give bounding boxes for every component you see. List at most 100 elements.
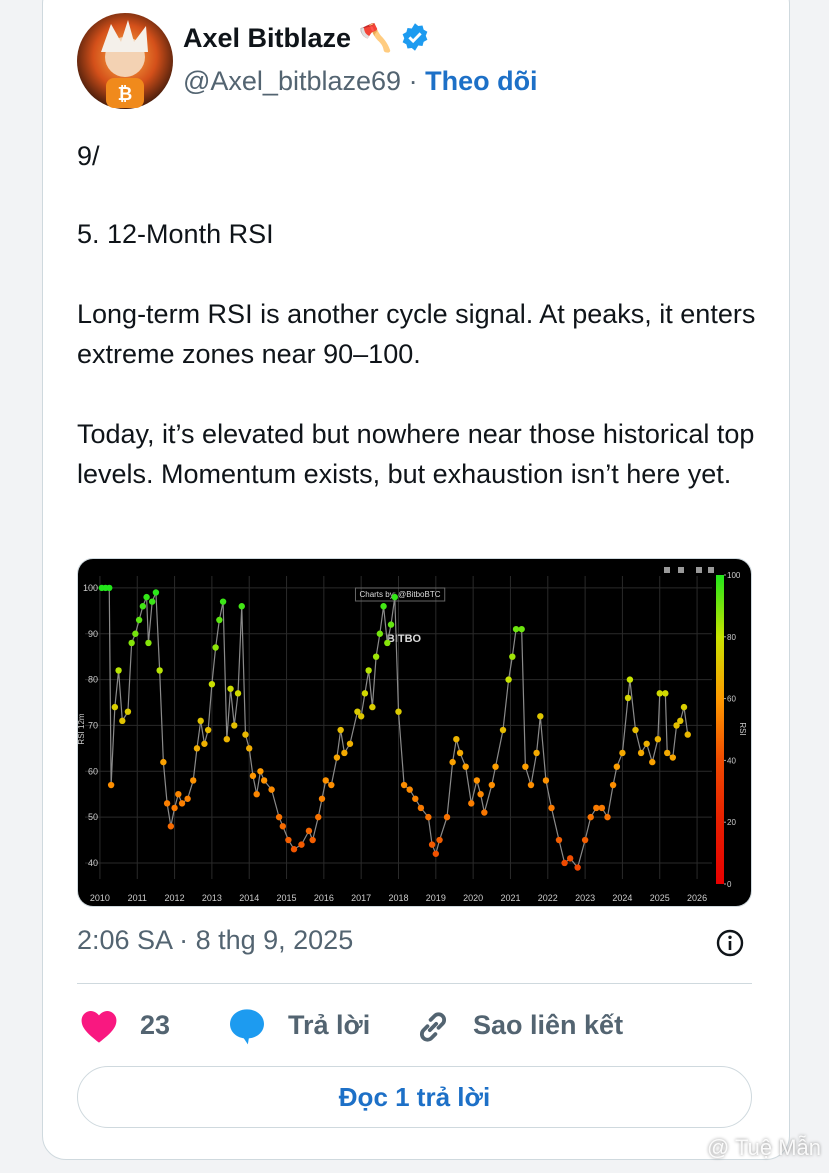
point [242,731,249,738]
info-icon[interactable] [716,929,744,957]
point [677,717,684,725]
point [626,676,634,683]
x-tick-label: 2015 [277,893,297,903]
point [354,708,361,715]
point [341,749,348,757]
reply-label[interactable]: Trả lời [288,1010,371,1040]
point [178,800,186,807]
separator: · [408,66,418,96]
point [574,864,581,871]
point [619,749,626,757]
point [328,781,335,789]
point [361,690,369,697]
point [673,722,680,729]
point [473,777,481,784]
point [391,593,398,601]
point [527,781,535,789]
point [212,644,219,651]
avatar[interactable]: ₿ [76,12,174,110]
colorbar-tick-label: 0 [727,880,732,889]
x-tick-label: 2010 [90,893,110,903]
point [119,717,126,725]
timestamp[interactable]: 2:06 SA · 8 thg 9, 2025 [77,925,354,955]
like-icon[interactable] [80,1008,118,1044]
point [197,717,204,725]
point [285,836,292,844]
point [163,800,171,807]
colorbar [716,575,724,884]
point [537,713,544,720]
point [148,598,156,605]
point [193,745,201,752]
point [598,804,606,812]
tweet-text: 9/ [77,141,100,171]
point [290,846,298,853]
point [309,836,316,844]
point [318,795,326,802]
point [298,841,305,848]
point [643,740,650,747]
point [257,768,264,775]
point [376,630,384,637]
point [432,850,440,857]
author-name-text[interactable]: Axel Bitblaze 🪓 [183,23,393,53]
y-tick-label: 80 [88,675,98,685]
point [436,836,443,844]
point [208,680,216,688]
annotation-box [354,587,446,602]
point [346,740,354,747]
point [412,795,419,802]
point [632,726,639,734]
read-replies-button[interactable]: Đọc 1 trả lời [77,1066,752,1128]
reply-icon[interactable] [227,1006,267,1046]
point [512,625,520,633]
point [509,653,516,660]
point [384,639,391,647]
point [190,777,197,784]
point [171,804,178,812]
point [132,630,139,637]
point [369,703,376,711]
point [477,790,484,798]
point [669,754,677,761]
point [227,685,234,692]
link-icon[interactable] [414,1008,452,1046]
copy-link-label[interactable]: Sao liên kết [473,1010,624,1040]
divider [77,983,752,984]
point [481,809,488,816]
point [156,667,163,674]
point [135,616,143,624]
colorbar-tick-label: 100 [727,571,741,580]
point [160,758,167,766]
point [216,616,223,624]
point [128,639,135,647]
point [152,589,160,596]
author-name[interactable]: Axel Bitblaze 🪓 [183,22,430,54]
x-tick-label: 2011 [128,893,147,903]
point [456,749,464,757]
x-tick-label: 2019 [426,893,446,903]
author-handle[interactable]: @Axel_bitblaze69 [183,66,402,96]
point [400,781,408,789]
point [649,758,656,766]
colorbar-title: RSI [738,722,747,735]
point [488,781,496,789]
point [145,639,152,647]
x-tick-label: 2024 [612,893,632,903]
point [139,603,147,610]
point [167,823,175,830]
point [268,786,275,793]
follow-button[interactable]: Theo dõi [425,66,538,96]
x-tick-label: 2014 [239,893,259,903]
point [143,593,150,601]
point [253,790,260,798]
colorbar-tick-label: 20 [727,818,736,827]
point [654,735,662,743]
point [115,667,122,674]
point [561,859,568,867]
like-count[interactable]: 23 [140,1010,171,1040]
x-tick-label: 2022 [538,893,558,903]
point [581,836,589,844]
chart-image[interactable]: 40 50 60 70 80 90 100 2010 2011 2012 2013 2014 2015 2… [77,558,752,907]
